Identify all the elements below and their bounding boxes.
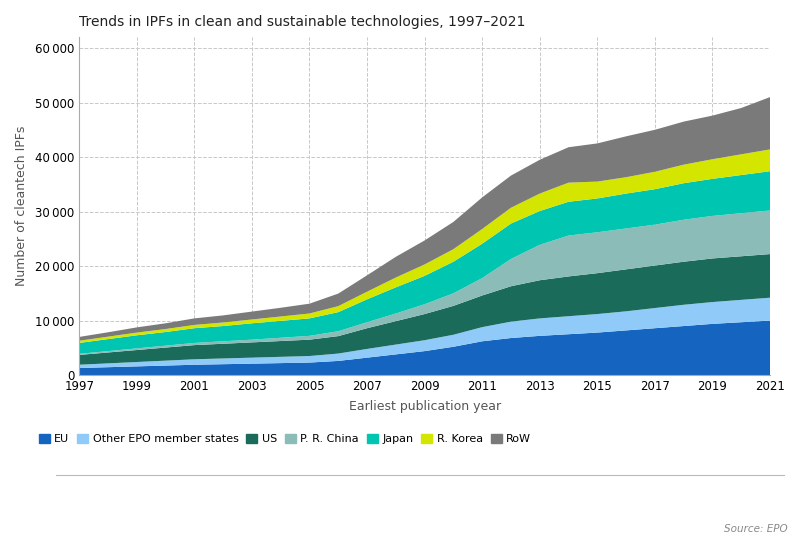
Y-axis label: Number of cleantech IPFs: Number of cleantech IPFs <box>15 126 28 286</box>
Text: Source: EPO: Source: EPO <box>724 524 788 534</box>
X-axis label: Earliest publication year: Earliest publication year <box>349 400 501 413</box>
Legend: EU, Other EPO member states, US, P. R. China, Japan, R. Korea, RoW: EU, Other EPO member states, US, P. R. C… <box>36 431 534 446</box>
Text: Trends in IPFs in clean and sustainable technologies, 1997–2021: Trends in IPFs in clean and sustainable … <box>79 15 526 29</box>
